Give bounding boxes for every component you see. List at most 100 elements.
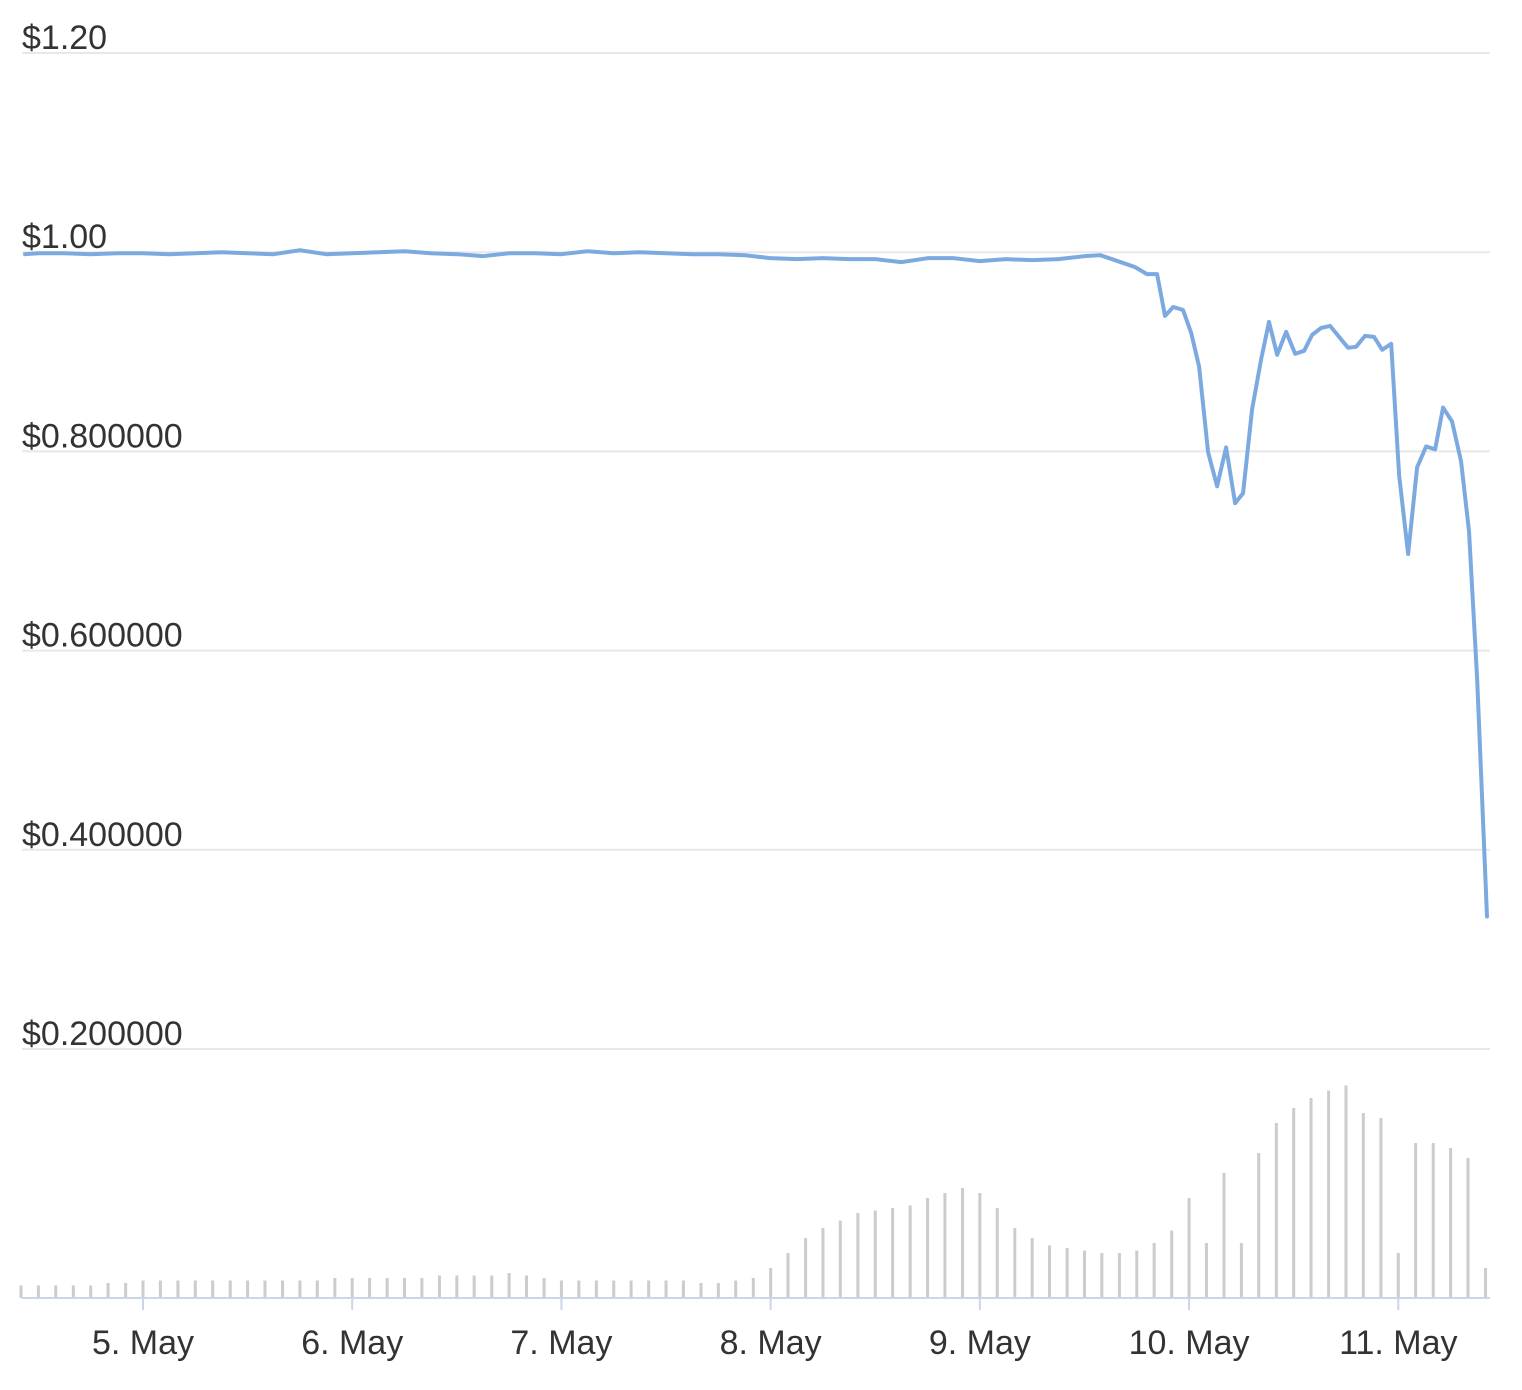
volume-bar	[577, 1280, 581, 1298]
volume-bar	[960, 1188, 964, 1298]
volume-bar	[559, 1280, 563, 1298]
volume-bar	[71, 1285, 75, 1298]
volume-bar	[1152, 1243, 1156, 1298]
volume-bar	[315, 1280, 319, 1298]
volume-bar	[89, 1285, 93, 1298]
volume-bar	[333, 1278, 337, 1298]
x-tick-label: 10. May	[1129, 1324, 1250, 1362]
x-tick-label: 8. May	[720, 1324, 822, 1362]
volume-bar	[490, 1275, 494, 1298]
volume-bar	[943, 1193, 947, 1298]
volume-bar	[1484, 1268, 1488, 1298]
volume-bar	[873, 1210, 877, 1298]
volume-bar	[124, 1283, 128, 1298]
volume-bar	[281, 1280, 285, 1298]
volume-bar	[1379, 1118, 1383, 1298]
volume-bar	[298, 1280, 302, 1298]
volume-bar	[1292, 1108, 1296, 1298]
volume-bar	[263, 1280, 267, 1298]
volume-bar	[1065, 1248, 1069, 1298]
volume-bar	[664, 1280, 668, 1298]
volume-bar	[769, 1268, 773, 1298]
volume-bar	[978, 1193, 982, 1298]
volume-bar	[629, 1280, 633, 1298]
y-tick-label: $0.800000	[22, 417, 183, 455]
volume-bar	[228, 1280, 232, 1298]
volume-bar	[734, 1280, 738, 1298]
volume-bar	[1344, 1085, 1348, 1298]
volume-bar	[612, 1280, 616, 1298]
volume-bar	[36, 1285, 40, 1298]
volume-bar	[350, 1278, 354, 1298]
volume-bar	[1239, 1243, 1243, 1298]
volume-bar	[1048, 1245, 1052, 1298]
volume-bar	[1082, 1250, 1086, 1298]
volume-bar	[54, 1285, 58, 1298]
volume-bar	[211, 1280, 215, 1298]
volume-bar	[856, 1213, 860, 1298]
y-tick-label: $1.20	[22, 19, 107, 57]
volume-bar	[926, 1198, 930, 1298]
volume-bar	[1030, 1238, 1034, 1298]
volume-bar	[1100, 1253, 1104, 1298]
y-tick-label: $1.00	[22, 218, 107, 256]
volume-bar	[472, 1275, 476, 1298]
volume-bar	[1222, 1173, 1226, 1298]
volume-bar	[106, 1283, 110, 1298]
volume-bar	[455, 1275, 459, 1298]
x-tick-label: 11. May	[1339, 1324, 1457, 1362]
volume-bar	[385, 1278, 389, 1298]
volume-bar	[751, 1278, 755, 1298]
volume-bar	[891, 1208, 895, 1298]
volume-bar	[524, 1275, 528, 1298]
volume-bar	[158, 1280, 162, 1298]
price-line	[23, 248, 1489, 919]
x-tick-label: 5. May	[92, 1324, 194, 1362]
volume-bar	[1466, 1158, 1470, 1298]
y-tick-label: $0.200000	[22, 1015, 183, 1053]
y-tick-label: $0.600000	[22, 617, 183, 655]
volume-bar	[403, 1278, 407, 1298]
volume-bar	[1257, 1153, 1261, 1298]
volume-bar	[681, 1280, 685, 1298]
volume-bar	[594, 1280, 598, 1298]
volume-bar	[507, 1273, 511, 1298]
volume-bar	[1170, 1230, 1174, 1298]
volume-bar	[1396, 1253, 1400, 1298]
volume-bar	[1274, 1123, 1278, 1298]
volume-bar	[19, 1285, 23, 1298]
volume-bar	[246, 1280, 250, 1298]
volume-bar	[1309, 1098, 1313, 1298]
volume-bar	[1135, 1250, 1139, 1298]
x-tick-label: 7. May	[510, 1324, 612, 1362]
x-tick-label: 6. May	[301, 1324, 403, 1362]
volume-bar	[542, 1278, 546, 1298]
volume-bar	[1431, 1143, 1435, 1298]
volume-bar	[804, 1238, 808, 1298]
volume-bar	[176, 1280, 180, 1298]
y-tick-label: $0.400000	[22, 816, 183, 854]
volume-bar	[437, 1275, 441, 1298]
volume-bar	[995, 1208, 999, 1298]
volume-bar	[141, 1280, 145, 1298]
volume-bar	[1013, 1228, 1017, 1298]
volume-bar	[821, 1228, 825, 1298]
volume-bar	[1361, 1113, 1365, 1298]
x-tick-label: 9. May	[929, 1324, 1031, 1362]
volume-bar	[368, 1278, 372, 1298]
volume-bar	[699, 1283, 703, 1298]
volume-bar	[647, 1280, 651, 1298]
volume-bar	[786, 1253, 790, 1298]
volume-bar	[193, 1280, 197, 1298]
volume-bar	[1187, 1198, 1191, 1298]
volume-bar	[908, 1205, 912, 1298]
volume-bar	[1327, 1090, 1331, 1298]
volume-bar	[420, 1278, 424, 1298]
volume-bar	[1449, 1148, 1453, 1298]
volume-bar	[716, 1283, 720, 1298]
volume-bar	[1414, 1143, 1418, 1298]
volume-bar	[838, 1220, 842, 1298]
volume-bar	[1204, 1243, 1208, 1298]
volume-bar	[1117, 1253, 1121, 1298]
